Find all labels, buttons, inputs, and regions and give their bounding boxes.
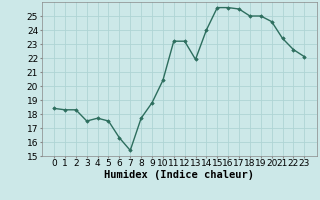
X-axis label: Humidex (Indice chaleur): Humidex (Indice chaleur) [104, 170, 254, 180]
